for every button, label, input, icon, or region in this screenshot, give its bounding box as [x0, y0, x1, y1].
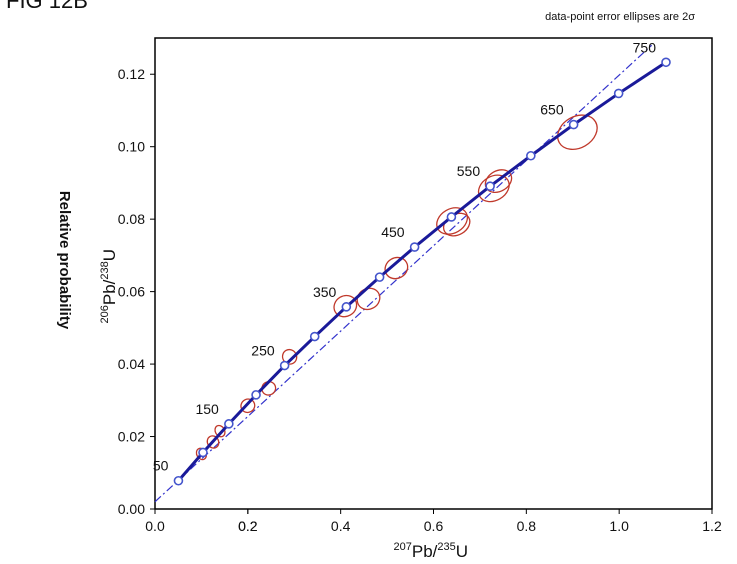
reference-line — [154, 44, 653, 503]
age-label: 750 — [633, 39, 657, 55]
label-part: Pb/ — [100, 279, 119, 305]
age-marker — [374, 272, 385, 282]
age-marker — [251, 390, 261, 400]
y-tick-label: 0.00 — [118, 501, 145, 517]
age-label: 350 — [313, 284, 337, 300]
age-marker — [224, 419, 234, 429]
age-marker — [661, 57, 671, 68]
age-marker — [446, 212, 457, 222]
age-marker — [485, 181, 495, 191]
superscript: 206 — [99, 305, 111, 323]
x-tick-label: 1.0 — [609, 518, 629, 534]
age-label: 150 — [195, 401, 219, 417]
age-marker — [173, 475, 184, 486]
label-part: U — [456, 542, 468, 561]
age-label: 450 — [381, 224, 405, 240]
y-tick-label: 0.04 — [118, 356, 145, 372]
superscript: 238 — [99, 261, 111, 279]
x-tick-label: 0.2 — [238, 518, 258, 534]
age-marker — [568, 119, 579, 130]
y-tick-label: 0.02 — [118, 429, 145, 445]
y-tick-label: 0.10 — [118, 139, 145, 155]
y-tick-label: 0.08 — [118, 211, 145, 227]
age-marker — [279, 360, 290, 371]
x-tick-label: 0.0 — [145, 518, 165, 534]
label-part: U — [100, 249, 119, 261]
concordia-curve — [177, 61, 667, 482]
age-marker — [409, 242, 420, 252]
x-tick-label: 0.4 — [331, 518, 351, 534]
note: data-point error ellipses are 2σ — [545, 11, 695, 23]
age-label: 650 — [540, 102, 564, 118]
x-tick-label: 0.8 — [517, 518, 537, 534]
age-label: 250 — [251, 343, 275, 359]
side-label: Relative probability — [56, 191, 73, 330]
age-marker — [198, 447, 208, 458]
x-tick-label: 0.2 — [238, 518, 258, 534]
x-label: 207Pb/235U — [394, 541, 469, 561]
x-tick-label: 0.6 — [424, 518, 444, 534]
age-label: 50 — [153, 458, 169, 474]
error-ellipse — [557, 114, 598, 150]
y-tick-label: 0.06 — [118, 284, 145, 300]
figure-label: FIG 12B — [6, 0, 88, 13]
y-tick-label: 0.12 — [118, 66, 145, 82]
y-label: 206Pb/238U — [99, 249, 119, 324]
x-tick-label: 1.2 — [702, 518, 722, 534]
error-ellipse — [384, 256, 409, 280]
plot-frame — [154, 37, 713, 510]
age-marker — [613, 88, 624, 99]
age-marker — [309, 331, 320, 342]
age-marker — [341, 302, 352, 312]
superscript: 207 — [394, 541, 412, 553]
age-label: 550 — [457, 163, 481, 179]
superscript: 235 — [437, 541, 455, 553]
error-ellipse — [261, 380, 277, 396]
age-marker — [526, 150, 536, 161]
label-part: Pb/ — [412, 542, 438, 561]
